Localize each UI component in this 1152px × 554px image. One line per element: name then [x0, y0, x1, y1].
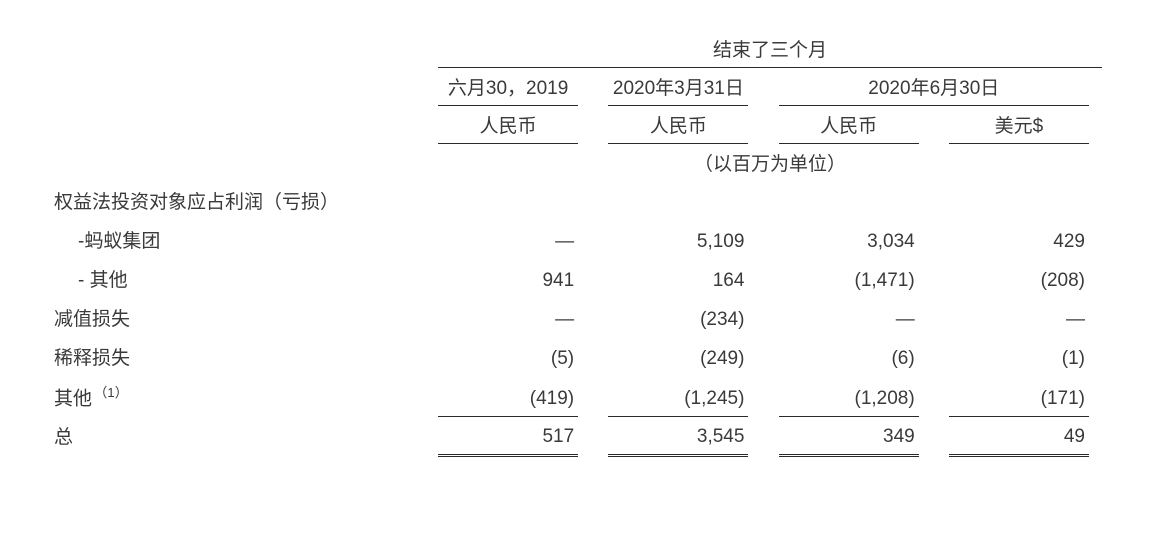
- row-other-misc: 其他（1） (419) (1,245) (1,208) (171): [50, 376, 1102, 416]
- value-other-misc-2: (1,208): [779, 376, 919, 416]
- header-period-0: 六月30，2019: [438, 68, 578, 106]
- value-ant-group-1: 5,109: [608, 220, 748, 259]
- label-other-misc-text: 其他: [54, 388, 92, 409]
- value-other-misc-0: (419): [438, 376, 578, 416]
- header-period-1: 2020年3月31日: [608, 68, 748, 106]
- value-ant-group-3: 429: [949, 220, 1089, 259]
- label-total: 总: [50, 416, 438, 455]
- value-total-0: 517: [438, 416, 578, 455]
- value-total-1: 3,545: [608, 416, 748, 455]
- header-currency-1: 人民币: [608, 106, 748, 144]
- label-ant-group: -蚂蚁集团: [50, 220, 438, 259]
- value-other-invest-3: (208): [949, 259, 1089, 298]
- value-ant-group-0: —: [438, 220, 578, 259]
- value-impairment-1: (234): [608, 298, 748, 337]
- row-total: 总 517 3,545 349 49: [50, 416, 1102, 455]
- value-dilution-0: (5): [438, 337, 578, 376]
- row-dilution: 稀释损失 (5) (249) (6) (1): [50, 337, 1102, 376]
- value-other-invest-0: 941: [438, 259, 578, 298]
- value-other-invest-2: (1,471): [779, 259, 919, 298]
- value-dilution-3: (1): [949, 337, 1089, 376]
- label-equity-heading: 权益法投资对象应占利润（亏损）: [50, 181, 1102, 220]
- label-other-misc: 其他（1）: [50, 376, 438, 416]
- row-other-invest: - 其他 941 164 (1,471) (208): [50, 259, 1102, 298]
- header-unit-row: （以百万为单位）: [50, 144, 1102, 182]
- header-currency-3: 美元$: [949, 106, 1089, 144]
- value-total-3: 49: [949, 416, 1089, 455]
- header-currency-row: 人民币 人民币 人民币 美元$: [50, 106, 1102, 144]
- label-impairment: 减值损失: [50, 298, 438, 337]
- financial-table: 结束了三个月 六月30，2019 2020年3月31日 2020年6月30日 人…: [50, 30, 1102, 457]
- header-periods-row: 六月30，2019 2020年3月31日 2020年6月30日: [50, 68, 1102, 106]
- value-impairment-3: —: [949, 298, 1089, 337]
- value-other-invest-1: 164: [608, 259, 748, 298]
- header-currency-0: 人民币: [438, 106, 578, 144]
- value-other-misc-1: (1,245): [608, 376, 748, 416]
- row-ant-group: -蚂蚁集团 — 5,109 3,034 429: [50, 220, 1102, 259]
- financial-table-container: 结束了三个月 六月30，2019 2020年3月31日 2020年6月30日 人…: [50, 30, 1102, 457]
- row-impairment: 减值损失 — (234) — —: [50, 298, 1102, 337]
- value-impairment-2: —: [779, 298, 919, 337]
- label-other-misc-footnote: （1）: [92, 385, 128, 400]
- label-dilution: 稀释损失: [50, 337, 438, 376]
- value-ant-group-2: 3,034: [779, 220, 919, 259]
- value-impairment-0: —: [438, 298, 578, 337]
- header-super-title: 结束了三个月: [438, 30, 1102, 68]
- value-dilution-2: (6): [779, 337, 919, 376]
- value-other-misc-3: (171): [949, 376, 1089, 416]
- label-other-invest: - 其他: [50, 259, 438, 298]
- row-equity-heading: 权益法投资对象应占利润（亏损）: [50, 181, 1102, 220]
- header-currency-2: 人民币: [779, 106, 919, 144]
- header-super-title-row: 结束了三个月: [50, 30, 1102, 68]
- header-unit-note: （以百万为单位）: [438, 144, 1102, 182]
- value-dilution-1: (249): [608, 337, 748, 376]
- value-total-2: 349: [779, 416, 919, 455]
- header-period-2: 2020年6月30日: [779, 68, 1089, 106]
